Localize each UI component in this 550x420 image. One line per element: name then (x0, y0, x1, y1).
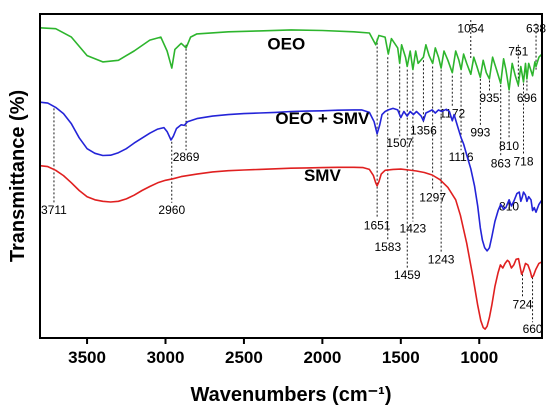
annotation-label-1507: 1507 (386, 136, 413, 150)
annotation-label-810: 810 (499, 139, 519, 153)
annotation-label-1297: 1297 (419, 190, 446, 204)
annotation-label-3711: 3711 (41, 203, 67, 217)
x-tick-label: 2500 (225, 348, 263, 367)
series-label-oeo: OEO (267, 34, 305, 53)
series-label-smv: SMV (304, 166, 342, 185)
x-tick-label: 1500 (382, 348, 420, 367)
annotation-label-638: 638 (526, 21, 546, 35)
x-axis-title: Wavenumbers (cm⁻¹) (191, 384, 392, 406)
annotation-label-660: 660 (523, 322, 543, 336)
x-tick-label: 2000 (303, 348, 341, 367)
x-tick-label: 1000 (460, 348, 498, 367)
annotation-label-993: 993 (470, 125, 490, 139)
annotation-label-1054: 1054 (457, 21, 484, 35)
annotation-label-696: 696 (517, 91, 537, 105)
series-line-oeo-smv (39, 101, 543, 252)
peak-annotations: 3711 2960 2869 1651 1583 1507 1459 1423 1356 1297… (41, 20, 546, 336)
plot-frame (39, 13, 543, 339)
x-tick-label: 3000 (147, 348, 185, 367)
series-label-oeo-smv: OEO + SMV (275, 109, 370, 128)
annotation-label-1651: 1651 (364, 218, 391, 232)
x-tick-label: 3500 (68, 348, 106, 367)
annotation-label-751: 751 (508, 45, 528, 59)
annotation-label-1243: 1243 (428, 252, 455, 266)
annotation-label-1459: 1459 (394, 268, 421, 282)
annotation-label-1583: 1583 (374, 240, 401, 254)
annotation-label-935: 935 (479, 91, 499, 105)
annotation-label-1116: 1116 (449, 150, 474, 164)
series-line-smv (39, 164, 543, 330)
spectrum-lines (39, 27, 543, 330)
series-labels: OEO OEO + SMV SMV (267, 34, 370, 185)
annotation-label-863: 863 (491, 156, 511, 170)
annotation-label-810: 810 (499, 200, 519, 214)
annotation-label-1356: 1356 (410, 124, 437, 138)
annotation-label-2960: 2960 (158, 203, 185, 217)
y-axis-title: Transmittance (%) (7, 90, 29, 262)
annotation-label-2869: 2869 (173, 150, 200, 164)
series-line-oeo (39, 27, 543, 91)
annotation-label-1423: 1423 (400, 221, 427, 235)
annotation-label-718: 718 (513, 155, 533, 169)
annotation-label-724: 724 (513, 297, 533, 311)
x-axis-ticks: 3500 3000 2500 2000 1500 1000 (68, 338, 498, 367)
